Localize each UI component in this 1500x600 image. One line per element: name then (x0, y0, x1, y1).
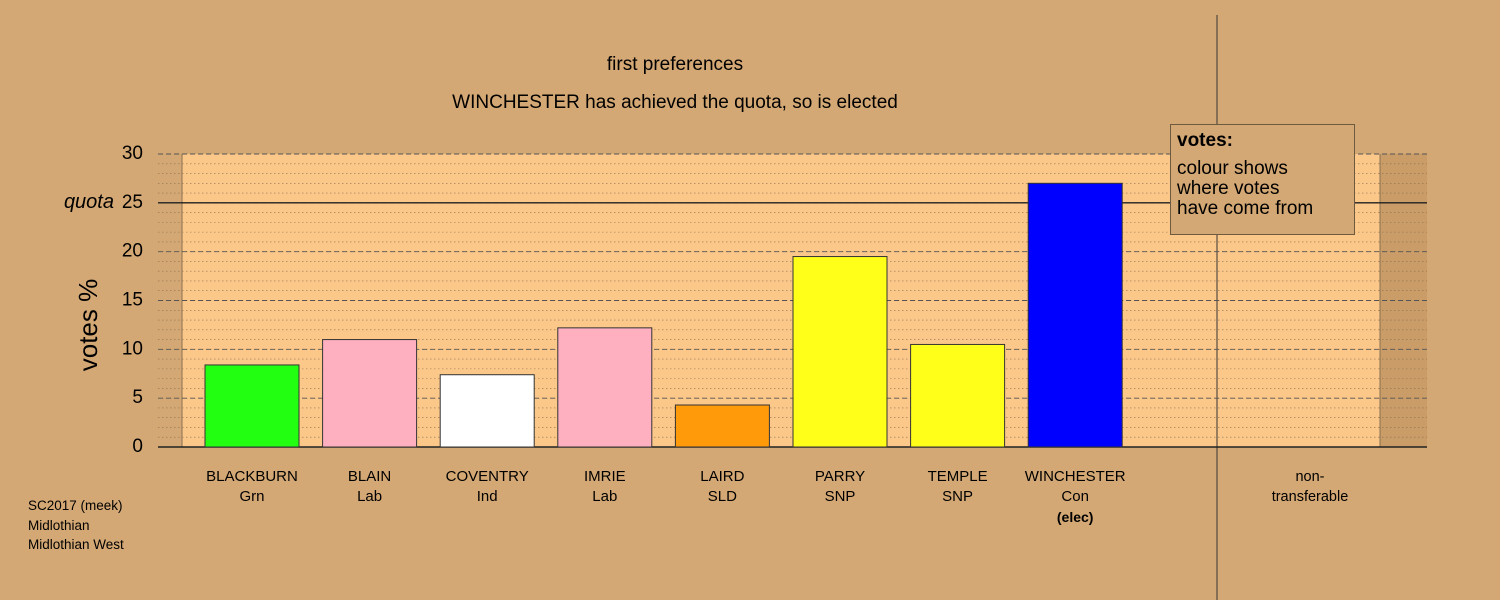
x-tick-label: IMRIE (583, 468, 626, 485)
elected-label: (elec) (1056, 509, 1094, 525)
x-tick-label-group: LAIRD SLD (667, 467, 777, 507)
x-tick-label: non-transferable (1271, 469, 1349, 505)
x-tick-label: PARRY (814, 468, 866, 485)
x-tick-label-group: TEMPLE SNP (903, 467, 1013, 507)
footer-text: Midlothian (28, 517, 90, 533)
y-tick-label: 10 (122, 338, 143, 359)
x-tick-label-group: PARRY SNP (785, 467, 895, 507)
legend: votes: colour shows where votes have come … (1170, 124, 1355, 235)
party-label: Lab (592, 488, 618, 505)
x-tick-label-group: BLAIN Lab (315, 467, 425, 507)
party-label: SLD (707, 488, 737, 505)
x-tick-label: LAIRD (700, 468, 745, 485)
party-label: Con (1061, 488, 1089, 505)
legend-line: have come from (1177, 198, 1314, 219)
party-label: SNP (942, 488, 974, 505)
x-tick-label: BLAIN (347, 468, 392, 485)
bar (792, 256, 888, 448)
x-tick-label: BLACKBURN (206, 468, 298, 485)
legend-line: where votes (1177, 178, 1280, 199)
legend-title: votes: (1177, 130, 1233, 151)
chart-title: first preferences (607, 54, 743, 75)
legend-text: colour shows where votes have come from (1177, 159, 1348, 219)
x-tick-label: COVENTRY (445, 468, 529, 485)
y-tick-label: 5 (132, 387, 143, 408)
bar (674, 404, 770, 448)
x-tick-label-group: non-transferable (1265, 467, 1355, 507)
x-tick-label-group: WINCHESTER Con (elec) (1020, 467, 1130, 527)
bar (557, 327, 653, 448)
y-axis-label: votes % (73, 279, 103, 372)
footer-text: SC2017 (meek) (28, 498, 123, 513)
footer-text: Midlothian West (28, 537, 124, 552)
chart-subtitle: WINCHESTER has achieved the quota, so is… (452, 92, 898, 113)
bar (322, 339, 418, 448)
bar (204, 364, 300, 448)
legend-line: colour shows (1177, 158, 1288, 179)
y-tick-label: 20 (122, 241, 143, 262)
party-label: SNP (824, 488, 856, 505)
y-tick-label: 0 (132, 436, 143, 457)
bar (910, 343, 1006, 448)
x-tick-label-group: BLACKBURN Grn (197, 467, 307, 507)
x-tick-label-group: IMRIE Lab (550, 467, 660, 507)
y-tick-label: 30 (122, 143, 143, 164)
party-label: Grn (239, 488, 265, 505)
x-tick-label: TEMPLE (927, 468, 988, 485)
y-tick-label: 15 (122, 290, 143, 311)
x-tick-label: WINCHESTER (1024, 468, 1126, 485)
y-tick-label: 25 (122, 192, 143, 213)
x-tick-label-group: COVENTRY Ind (432, 467, 542, 507)
quota-label: quota (64, 191, 114, 213)
bar (439, 374, 535, 448)
party-label: Lab (357, 488, 383, 505)
bar (1027, 182, 1123, 448)
party-label: Ind (476, 488, 498, 505)
